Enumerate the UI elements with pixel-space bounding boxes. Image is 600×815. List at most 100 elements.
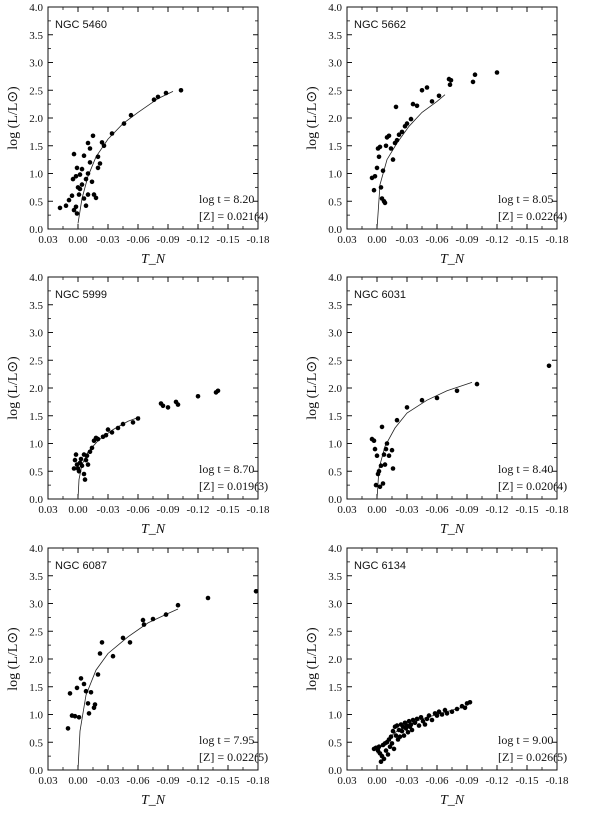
data-point bbox=[409, 727, 415, 733]
y-tick-label: 2.5 bbox=[29, 85, 43, 97]
data-point bbox=[444, 711, 450, 716]
data-point bbox=[120, 635, 126, 641]
data-point bbox=[388, 734, 394, 739]
data-point bbox=[165, 405, 171, 410]
y-axis-label: log (L/L⊙) bbox=[6, 86, 21, 150]
data-point bbox=[439, 712, 445, 717]
data-point bbox=[419, 397, 425, 403]
data-point bbox=[72, 457, 78, 463]
data-point bbox=[426, 713, 432, 718]
data-point bbox=[178, 88, 184, 93]
data-point bbox=[99, 640, 105, 645]
data-point bbox=[160, 403, 166, 409]
y-tick-label: 0.0 bbox=[29, 765, 43, 777]
y-tick-label: 4.0 bbox=[328, 2, 342, 14]
data-point bbox=[81, 681, 87, 687]
x-tick-label: -0.15 bbox=[516, 234, 539, 246]
y-tick-label: 3.5 bbox=[328, 571, 342, 583]
data-point bbox=[383, 143, 389, 149]
data-point bbox=[88, 690, 94, 695]
data-point bbox=[410, 101, 416, 107]
y-tick-label: 1.0 bbox=[29, 169, 43, 181]
x-tick-label: -0.06 bbox=[426, 504, 449, 516]
data-point bbox=[386, 453, 392, 459]
chart-panel: 0.03 0.00 -0.03 -0.06 -0.09 -0.12 -0.15 -0.18 0.… bbox=[305, 272, 569, 537]
y-tick-label: 1.5 bbox=[328, 411, 342, 423]
x-tick-label: 0.03 bbox=[337, 775, 357, 787]
x-tick-label: -0.15 bbox=[516, 775, 539, 787]
data-point bbox=[163, 612, 169, 617]
x-tick-label: -0.06 bbox=[127, 775, 150, 787]
data-point bbox=[393, 733, 399, 738]
y-tick-label: 1.5 bbox=[29, 682, 43, 694]
data-point bbox=[394, 723, 400, 728]
x-tick-label: 0.03 bbox=[337, 504, 357, 516]
data-point bbox=[394, 417, 400, 423]
data-point bbox=[390, 728, 396, 734]
x-axis-label: T_N bbox=[440, 252, 465, 267]
x-tick-label: 0.00 bbox=[68, 775, 88, 787]
data-point bbox=[399, 728, 405, 734]
data-point bbox=[78, 676, 84, 681]
data-point bbox=[71, 151, 77, 157]
x-tick-label: 0.03 bbox=[38, 234, 58, 246]
data-point bbox=[436, 709, 442, 714]
data-point bbox=[69, 193, 75, 198]
x-axis-label: T_N bbox=[141, 793, 166, 808]
data-point bbox=[253, 589, 259, 594]
data-point bbox=[103, 432, 109, 438]
data-point bbox=[79, 463, 85, 469]
data-point bbox=[83, 176, 89, 182]
data-point bbox=[90, 133, 96, 139]
y-tick-label: 0.5 bbox=[29, 737, 43, 749]
data-point bbox=[378, 759, 384, 764]
x-tick-label: -0.15 bbox=[217, 775, 240, 787]
data-point bbox=[381, 756, 387, 762]
y-tick-label: 3.0 bbox=[328, 599, 342, 611]
data-point bbox=[416, 723, 422, 728]
data-point bbox=[77, 186, 83, 192]
y-axis-label: log (L/L⊙) bbox=[305, 86, 320, 150]
data-point bbox=[454, 388, 460, 394]
y-tick-label: 2.5 bbox=[328, 626, 342, 638]
x-tick-label: 0.03 bbox=[337, 234, 357, 246]
x-tick-label: -0.03 bbox=[396, 775, 419, 787]
data-point bbox=[67, 691, 73, 696]
data-point bbox=[388, 146, 394, 151]
data-point bbox=[380, 168, 386, 173]
data-point bbox=[110, 653, 116, 659]
panel-title: NGC 6031 bbox=[354, 289, 406, 301]
data-point bbox=[141, 622, 147, 627]
x-tick-label: -0.18 bbox=[247, 504, 270, 516]
y-axis-label: log (L/L⊙) bbox=[305, 356, 320, 420]
data-point bbox=[76, 192, 82, 197]
data-point bbox=[82, 477, 88, 482]
chart-panel: 0.03 0.00 -0.03 -0.06 -0.09 -0.12 -0.15 -0.18 0.… bbox=[6, 272, 270, 537]
data-point bbox=[394, 137, 400, 143]
data-point bbox=[121, 121, 127, 126]
data-point bbox=[379, 424, 385, 430]
data-point bbox=[87, 160, 93, 165]
y-tick-label: 4.0 bbox=[29, 2, 43, 14]
data-point bbox=[470, 79, 476, 85]
y-tick-label: 2.0 bbox=[328, 654, 342, 666]
data-point bbox=[87, 146, 93, 151]
data-point bbox=[424, 716, 430, 722]
data-point bbox=[405, 730, 411, 735]
data-point bbox=[436, 93, 442, 99]
x-tick-label: -0.12 bbox=[486, 234, 509, 246]
y-tick-label: 1.0 bbox=[29, 710, 43, 722]
x-tick-label: 0.03 bbox=[38, 504, 58, 516]
data-point bbox=[65, 726, 71, 731]
data-point bbox=[155, 94, 161, 100]
data-point bbox=[175, 402, 181, 407]
y-tick-label: 2.0 bbox=[29, 654, 43, 666]
y-tick-label: 3.0 bbox=[29, 599, 43, 611]
x-tick-label: -0.03 bbox=[396, 504, 419, 516]
data-point bbox=[76, 715, 82, 720]
y-axis-label: log (L/L⊙) bbox=[305, 627, 320, 691]
chart-panel: 0.03 0.00 -0.03 -0.06 -0.09 -0.12 -0.15 -0.18 0.… bbox=[305, 2, 569, 267]
data-point bbox=[81, 471, 87, 477]
y-axis-label: log (L/L⊙) bbox=[6, 356, 21, 420]
y-tick-label: 0.0 bbox=[328, 494, 342, 506]
